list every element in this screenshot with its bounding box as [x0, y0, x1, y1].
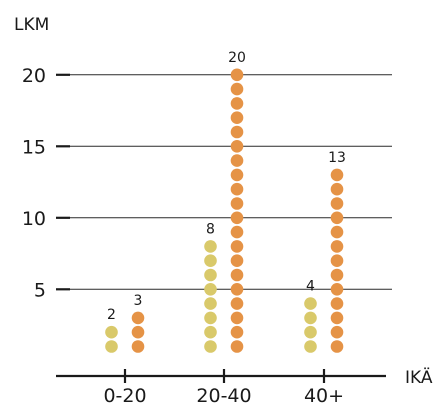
x-tick-label: 40+ — [304, 385, 344, 407]
data-dot — [330, 340, 344, 353]
data-dot — [204, 268, 217, 282]
data-dot — [230, 97, 244, 110]
data-dot — [230, 225, 244, 239]
y-tick-label: 5 — [34, 279, 46, 301]
y-tick-label: 15 — [22, 136, 46, 158]
data-dot — [230, 254, 244, 267]
data-dot — [230, 168, 244, 182]
data-dot — [204, 311, 217, 325]
data-dot — [230, 340, 244, 353]
y-axis-title: LKM — [14, 15, 49, 35]
data-labels: 2 8 4 3 20 13 — [107, 50, 346, 323]
data-dot — [105, 325, 118, 339]
data-dot — [230, 68, 244, 82]
data-dot — [330, 225, 344, 239]
data-dot — [330, 182, 344, 196]
y-tick-label: 20 — [22, 65, 46, 87]
data-label: 8 — [206, 221, 215, 237]
x-axis-title: IKÄ — [405, 367, 433, 388]
data-dot — [230, 125, 244, 139]
data-label: 3 — [134, 293, 143, 309]
data-label: 2 — [107, 307, 116, 323]
data-dot — [230, 111, 244, 124]
data-dot — [230, 268, 244, 282]
data-dot — [230, 211, 244, 225]
data-dot — [230, 297, 244, 310]
data-dot — [330, 254, 344, 267]
data-dot — [230, 82, 244, 96]
data-dot — [330, 168, 344, 182]
data-dot — [330, 197, 344, 210]
data-dot — [230, 283, 244, 296]
data-dot — [105, 340, 118, 353]
data-dot — [230, 240, 244, 253]
data-dot — [330, 283, 344, 296]
data-dot — [304, 340, 317, 353]
dot-columns — [105, 68, 344, 353]
data-label: 20 — [228, 50, 246, 66]
data-dot — [131, 340, 145, 353]
data-dot — [204, 283, 217, 296]
data-dot — [304, 297, 317, 310]
data-dot — [304, 325, 317, 339]
data-dot — [131, 325, 145, 339]
y-tick-label: 10 — [22, 208, 46, 230]
data-dot — [230, 140, 244, 153]
data-dot — [204, 325, 217, 339]
x-tick-label: 0-20 — [103, 385, 146, 407]
data-dot — [330, 325, 344, 339]
data-dot — [230, 154, 244, 167]
data-dot — [131, 311, 145, 325]
data-dot — [204, 254, 217, 267]
data-dot — [204, 297, 217, 310]
data-dot — [330, 240, 344, 253]
x-tick-label: 20-40 — [196, 385, 251, 407]
data-dot — [330, 311, 344, 325]
data-dot — [204, 240, 217, 253]
data-dot — [230, 311, 244, 325]
gridlines — [68, 74, 392, 290]
y-axis: LKM 5 10 15 20 — [14, 15, 70, 301]
data-dot — [230, 197, 244, 210]
data-dot — [204, 340, 217, 353]
data-label: 4 — [306, 279, 315, 295]
data-dot — [304, 311, 317, 325]
data-dot — [230, 182, 244, 196]
x-axis: IKÄ 0-20 20-40 40+ — [56, 367, 433, 407]
data-dot — [330, 268, 344, 282]
data-dot — [330, 211, 344, 225]
data-dot — [230, 325, 244, 339]
data-label: 13 — [328, 150, 346, 166]
data-dot — [330, 297, 344, 310]
